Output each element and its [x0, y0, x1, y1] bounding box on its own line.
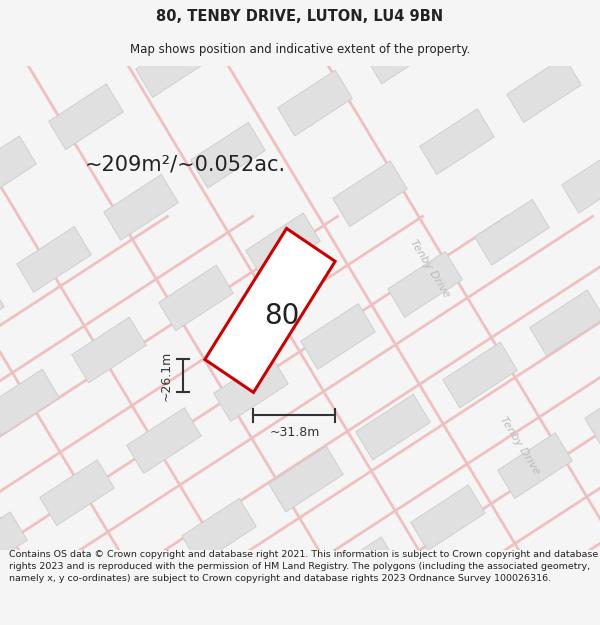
Polygon shape	[17, 226, 91, 292]
Polygon shape	[452, 0, 526, 32]
Polygon shape	[182, 498, 256, 564]
Polygon shape	[410, 485, 485, 551]
Polygon shape	[269, 446, 343, 512]
Text: ~209m²/~0.052ac.: ~209m²/~0.052ac.	[85, 154, 286, 174]
Polygon shape	[506, 57, 581, 122]
Polygon shape	[214, 356, 289, 421]
Polygon shape	[127, 408, 202, 474]
Polygon shape	[0, 136, 37, 202]
Polygon shape	[245, 213, 320, 279]
Polygon shape	[475, 199, 550, 265]
Polygon shape	[497, 432, 572, 499]
Polygon shape	[278, 70, 352, 136]
Polygon shape	[40, 460, 115, 526]
Polygon shape	[301, 304, 376, 369]
Polygon shape	[104, 174, 178, 240]
Text: 80, TENBY DRIVE, LUTON, LU4 9BN: 80, TENBY DRIVE, LUTON, LU4 9BN	[157, 9, 443, 24]
Polygon shape	[443, 342, 517, 408]
Text: Tenby Drive: Tenby Drive	[408, 238, 452, 299]
Polygon shape	[71, 317, 146, 383]
Polygon shape	[388, 251, 463, 318]
Polygon shape	[136, 32, 211, 98]
Polygon shape	[419, 109, 494, 174]
Text: Tenby Drive: Tenby Drive	[498, 415, 542, 477]
Polygon shape	[158, 265, 233, 331]
Polygon shape	[0, 369, 59, 435]
Text: 80: 80	[265, 302, 299, 329]
Polygon shape	[332, 161, 407, 227]
Polygon shape	[365, 18, 439, 84]
Polygon shape	[205, 229, 335, 392]
Polygon shape	[8, 602, 82, 625]
Text: ~26.1m: ~26.1m	[160, 351, 173, 401]
Text: Map shows position and indicative extent of the property.: Map shows position and indicative extent…	[130, 42, 470, 56]
Polygon shape	[584, 381, 600, 446]
Polygon shape	[191, 122, 265, 188]
Polygon shape	[49, 84, 124, 149]
Polygon shape	[80, 0, 155, 7]
Polygon shape	[0, 512, 28, 578]
Polygon shape	[0, 0, 68, 59]
Polygon shape	[356, 394, 430, 460]
Polygon shape	[593, 4, 600, 71]
Polygon shape	[95, 551, 169, 616]
Polygon shape	[530, 290, 600, 356]
Polygon shape	[223, 0, 298, 46]
Text: ~31.8m: ~31.8m	[269, 426, 320, 439]
Polygon shape	[236, 589, 311, 625]
Polygon shape	[0, 279, 4, 344]
Text: Contains OS data © Crown copyright and database right 2021. This information is : Contains OS data © Crown copyright and d…	[9, 550, 598, 582]
Polygon shape	[323, 537, 398, 602]
Polygon shape	[562, 148, 600, 213]
